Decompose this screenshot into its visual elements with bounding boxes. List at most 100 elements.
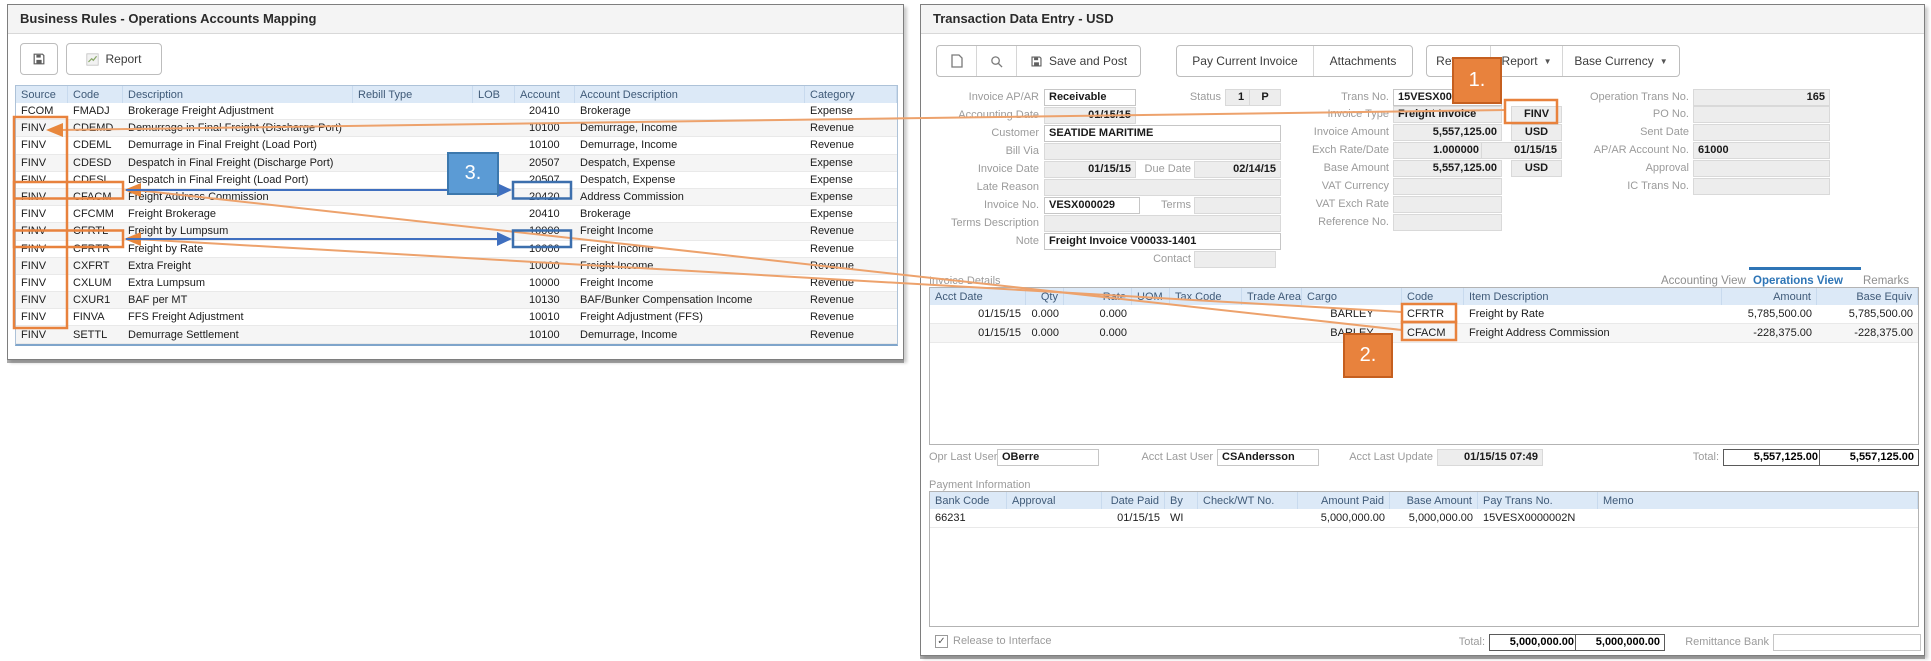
col-header: Acct Date (930, 288, 1026, 305)
contact-field[interactable] (1194, 251, 1276, 268)
mapping-row[interactable]: FINV CFRTL Freight by Lumpsum 10000 Freight … (16, 223, 897, 241)
status-field-2[interactable]: P (1249, 89, 1281, 106)
mapping-row[interactable]: FINV CXUR1 BAF per MT 10130 BAF/Bunker Compe… (16, 292, 897, 310)
cell: 10000 (529, 225, 560, 238)
cell: Revenue (810, 242, 855, 255)
save-button[interactable] (20, 43, 58, 75)
details-total-amount: 5,557,125.00 (1723, 449, 1823, 466)
invoice-date-field[interactable]: 01/15/15 (1044, 161, 1136, 178)
due-date-field[interactable]: 02/14/15 (1194, 161, 1281, 178)
contact-label: Contact (1153, 253, 1191, 265)
col-header: Category (805, 86, 897, 103)
mapping-row[interactable]: FINV CFCMM Freight Brokerage 20410 Brokerage… (16, 206, 897, 224)
step-1-badge: 1. (1452, 57, 1502, 104)
base-currency-dropdown[interactable]: Base Currency ▼ (1563, 46, 1679, 76)
cell: Freight by Rate (1469, 308, 1545, 320)
cell: 0.000 (1099, 327, 1127, 339)
ic-trans-no-field[interactable] (1693, 178, 1830, 195)
acct-last-user-field[interactable]: CSAndersson (1217, 449, 1319, 466)
col-header: Trade Area (1242, 288, 1302, 305)
note-field[interactable]: Freight Invoice V00033-1401 (1044, 233, 1281, 250)
bill-via-label: Bill Via (1005, 145, 1039, 157)
bill-via-field[interactable] (1044, 143, 1281, 160)
approval-field[interactable] (1693, 160, 1830, 177)
cell: 20507 (529, 173, 560, 186)
payment-table-header: Bank Code Approval Date Paid By Check/WT No.… (930, 492, 1918, 509)
payment-row[interactable]: 66231 01/15/15 WI 5,000,000.00 5,000,000.00 1… (930, 509, 1918, 528)
apar-account-no-field[interactable]: 61000 (1693, 142, 1830, 159)
po-no-field[interactable] (1693, 106, 1830, 123)
base-amount-field[interactable]: 5,557,125.00 (1393, 160, 1502, 177)
search-button[interactable] (977, 46, 1017, 76)
terms-description-label: Terms Description (950, 217, 1039, 229)
vat-currency-label: VAT Currency (1321, 180, 1389, 192)
cell: CDEMD (73, 122, 114, 135)
vat-exch-rate-label: VAT Exch Rate (1315, 198, 1389, 210)
cell: BAF/Bunker Compensation Income (580, 294, 753, 307)
save-and-post-button[interactable]: Save and Post (1017, 46, 1140, 76)
exch-rate-field[interactable]: 1.000000 (1393, 142, 1484, 159)
col-header: Code (68, 86, 123, 103)
vat-currency-field[interactable] (1393, 178, 1502, 195)
reference-no-field[interactable] (1393, 214, 1502, 231)
cell: WI (1170, 512, 1184, 524)
tab-operations-view[interactable]: Operations View (1753, 275, 1843, 287)
remittance-bank-field[interactable] (1773, 634, 1921, 651)
mapping-row[interactable]: FINV CXFRT Extra Freight 10000 Freight Incom… (16, 257, 897, 275)
mapping-row[interactable]: FINV CXLUM Extra Lumpsum 10000 Freight Incom… (16, 274, 897, 293)
cell: Demurrage, Income (580, 139, 678, 152)
exch-date-field[interactable]: 01/15/15 (1481, 142, 1562, 159)
cell: FINV (21, 122, 47, 135)
payment-information-label: Payment Information (929, 479, 1031, 491)
sent-date-field[interactable] (1693, 124, 1830, 141)
vat-exch-rate-field[interactable] (1393, 196, 1502, 213)
invoice-amount-label: Invoice Amount (1313, 126, 1389, 138)
due-date-label: Due Date (1144, 163, 1191, 175)
attachments-label: Attachments (1329, 54, 1397, 68)
col-header: Amount Paid (1298, 492, 1390, 509)
invoice-details-table: Acct Date Qty Rate UOM Tax Code Trade Area Car… (929, 287, 1919, 445)
accounting-date-field[interactable]: 01/15/15 (1044, 107, 1136, 124)
mapping-row-cfrtr[interactable]: FINV CFRTR Freight by Rate 10000 Freight Inc… (16, 240, 897, 258)
col-header: Account Description (575, 86, 805, 103)
cell: 10000 (529, 242, 560, 255)
customer-label: Customer (991, 127, 1039, 139)
invoice-currency-field[interactable]: USD (1511, 124, 1562, 141)
mapping-row[interactable]: FINV SETTL Demurrage Settlement 10100 Demurr… (16, 326, 897, 344)
mapping-row[interactable]: FCOM FMADJ Brokerage Freight Adjustment 204… (16, 103, 897, 121)
tab-remarks[interactable]: Remarks (1863, 275, 1910, 287)
col-header: Check/WT No. (1198, 492, 1298, 509)
invoice-detail-row-cfacm[interactable]: 01/15/150.0000.000BARLEYCFACMFreight Add… (930, 324, 1918, 343)
cell: CXFRT (73, 259, 110, 272)
status-label: Status (1189, 91, 1221, 103)
invoice-detail-row-cfrtr[interactable]: 01/15/15 0.000 0.000 BARLEY CFRTR Freight by … (930, 305, 1918, 324)
operation-trans-no-field[interactable]: 165 (1693, 89, 1830, 106)
mapping-table: Source Code Description Rebill Type LOB Accou… (15, 85, 898, 346)
tab-accounting-view[interactable]: Accounting View (1661, 275, 1746, 287)
transaction-entry-titlebar[interactable]: Transaction Data Entry - USD (921, 5, 1924, 34)
report-button[interactable]: Report (66, 43, 162, 75)
col-header: Memo (1598, 492, 1918, 509)
trans-no-label: Trans No. (1341, 91, 1389, 103)
opr-last-user-field[interactable]: OBerre (997, 449, 1099, 466)
business-rules-titlebar[interactable]: Business Rules - Operations Accounts Map… (8, 5, 903, 34)
pay-current-invoice-button[interactable]: Pay Current Invoice (1177, 46, 1314, 76)
cell: 10100 (529, 328, 560, 341)
late-reason-label: Late Reason (976, 181, 1039, 193)
mapping-row[interactable]: FINV FINVA FFS Freight Adjustment 10010 Frei… (16, 309, 897, 327)
cell: Demurrage, Income (580, 122, 678, 135)
release-to-interface-checkbox[interactable]: ✓ (935, 635, 948, 648)
new-document-button[interactable] (937, 46, 977, 76)
file-toolbar-group: Save and Post (936, 45, 1142, 77)
mapping-row[interactable]: FINV CDEMD Demurrage in Final Freight (Dis… (16, 120, 897, 138)
invoice-apar-field[interactable]: Receivable (1044, 89, 1136, 106)
invoice-type-field[interactable]: Freight Invoice (1393, 106, 1502, 123)
cell: 20420 (529, 191, 560, 204)
cell: Freight Income (580, 242, 654, 255)
cell: FINV (21, 328, 47, 341)
report-dropdown[interactable]: Report ▼ (1491, 46, 1563, 76)
invoice-amount-field[interactable]: 5,557,125.00 (1393, 124, 1502, 141)
col-header: Date Paid (1102, 492, 1165, 509)
attachments-button[interactable]: Attachments (1314, 46, 1412, 76)
base-currency-field[interactable]: USD (1511, 160, 1562, 177)
